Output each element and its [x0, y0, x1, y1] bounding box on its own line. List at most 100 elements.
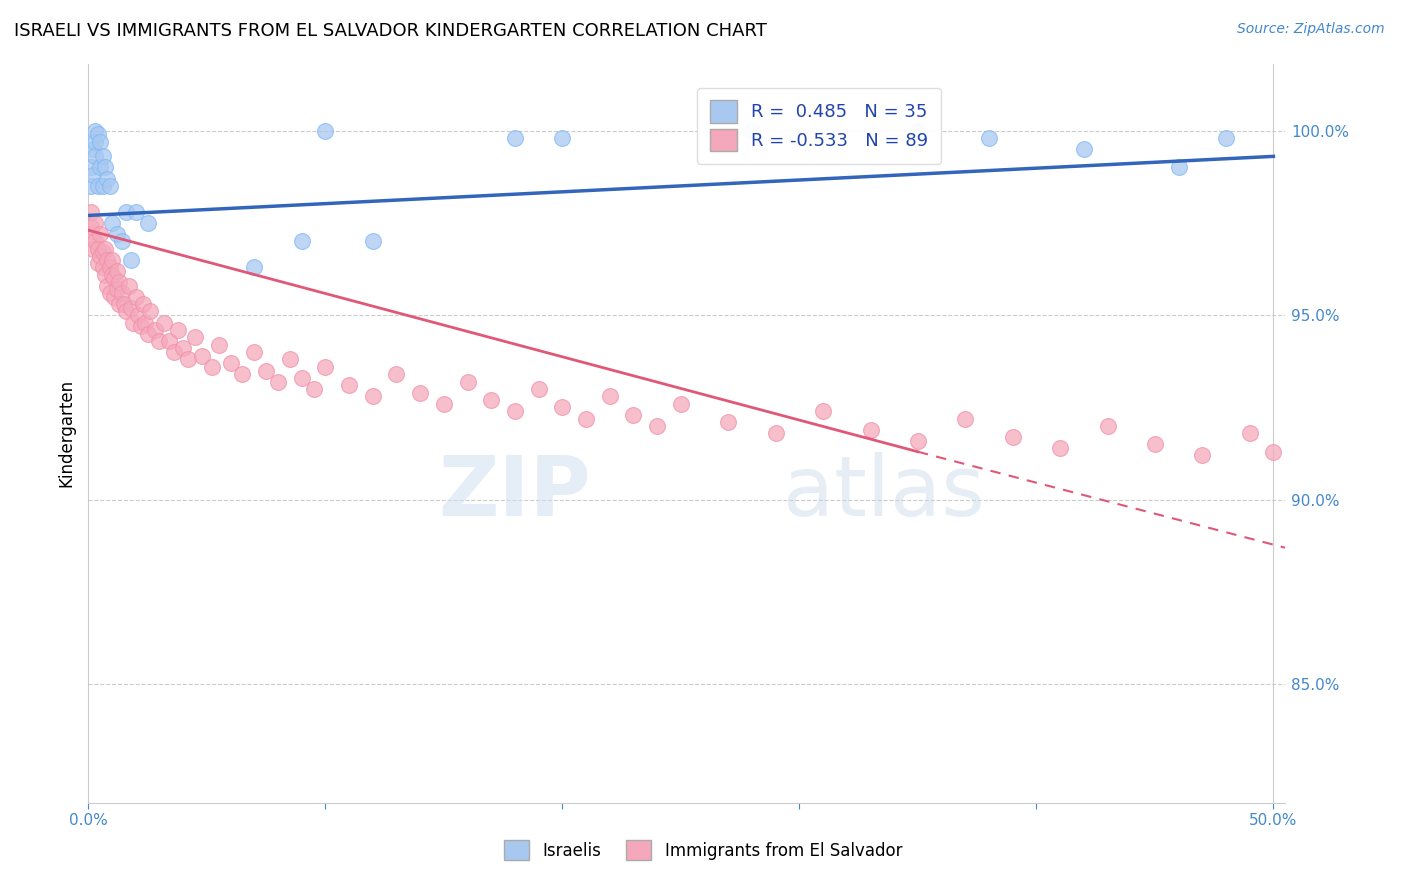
Point	[80, 161, 103, 175]
Point	[1191, 449, 1213, 463]
Point	[91, 260, 114, 274]
Point	[219, 356, 242, 370]
Point	[231, 368, 253, 382]
Point	[479, 392, 502, 407]
Point	[84, 123, 107, 137]
Point	[314, 359, 336, 374]
Point	[314, 123, 336, 137]
Point	[84, 149, 107, 163]
Text: Source: ZipAtlas.com: Source: ZipAtlas.com	[1237, 22, 1385, 37]
Point	[302, 382, 325, 396]
Point	[105, 282, 128, 296]
Point	[1097, 418, 1119, 433]
Point	[1286, 544, 1309, 558]
Point	[172, 342, 194, 356]
Point	[551, 401, 574, 415]
Point	[385, 368, 408, 382]
Point	[599, 389, 621, 403]
Point	[120, 301, 142, 315]
Point	[108, 297, 131, 311]
Point	[201, 359, 224, 374]
Point	[177, 352, 200, 367]
Point	[98, 285, 121, 300]
Point	[91, 245, 114, 260]
Point	[1001, 430, 1024, 444]
Point	[645, 418, 668, 433]
Point	[89, 227, 111, 241]
Point	[101, 216, 124, 230]
Point	[87, 242, 110, 256]
Point	[80, 178, 103, 193]
Point	[120, 252, 142, 267]
Point	[1049, 441, 1071, 455]
Point	[82, 142, 104, 156]
Point	[98, 260, 121, 274]
Point	[623, 408, 645, 422]
Point	[87, 178, 110, 193]
Point	[82, 242, 104, 256]
Point	[243, 345, 266, 359]
Legend: Israelis, Immigrants from El Salvador: Israelis, Immigrants from El Salvador	[494, 830, 912, 871]
Point	[1263, 444, 1285, 458]
Point	[291, 371, 314, 385]
Point	[103, 271, 125, 285]
Text: ZIP: ZIP	[439, 452, 591, 533]
Point	[977, 131, 1000, 145]
Point	[503, 404, 526, 418]
Point	[503, 131, 526, 145]
Point	[907, 123, 929, 137]
Point	[409, 385, 432, 400]
Point	[907, 434, 929, 448]
Point	[96, 171, 118, 186]
Point	[1167, 161, 1189, 175]
Point	[115, 204, 138, 219]
Point	[741, 123, 763, 137]
Point	[110, 285, 132, 300]
Point	[105, 264, 128, 278]
Point	[811, 404, 834, 418]
Point	[1143, 437, 1166, 451]
Point	[134, 316, 156, 330]
Point	[136, 326, 159, 341]
Point	[108, 275, 131, 289]
Point	[267, 375, 290, 389]
Point	[125, 290, 148, 304]
Point	[143, 323, 166, 337]
Point	[96, 278, 118, 293]
Point	[457, 375, 479, 389]
Point	[115, 304, 138, 318]
Point	[765, 426, 787, 441]
Point	[82, 230, 104, 244]
Point	[291, 235, 314, 249]
Text: atlas: atlas	[783, 452, 984, 533]
Point	[139, 304, 162, 318]
Point	[551, 131, 574, 145]
Point	[84, 216, 107, 230]
Point	[337, 378, 360, 392]
Point	[127, 308, 149, 322]
Point	[859, 423, 882, 437]
Legend: R =  0.485   N = 35, R = -0.533   N = 89: R = 0.485 N = 35, R = -0.533 N = 89	[697, 87, 941, 163]
Point	[87, 127, 110, 141]
Point	[112, 297, 135, 311]
Point	[527, 382, 550, 396]
Point	[89, 161, 111, 175]
Point	[87, 256, 110, 270]
Point	[129, 319, 152, 334]
Point	[955, 411, 977, 425]
Point	[575, 411, 598, 425]
Point	[278, 352, 301, 367]
Point	[118, 278, 141, 293]
Point	[122, 316, 145, 330]
Point	[157, 334, 180, 348]
Point	[84, 135, 107, 149]
Point	[1239, 426, 1261, 441]
Point	[91, 149, 114, 163]
Point	[132, 297, 155, 311]
Point	[94, 242, 117, 256]
Point	[91, 178, 114, 193]
Point	[191, 349, 214, 363]
Point	[89, 249, 111, 263]
Point	[103, 290, 125, 304]
Point	[136, 216, 159, 230]
